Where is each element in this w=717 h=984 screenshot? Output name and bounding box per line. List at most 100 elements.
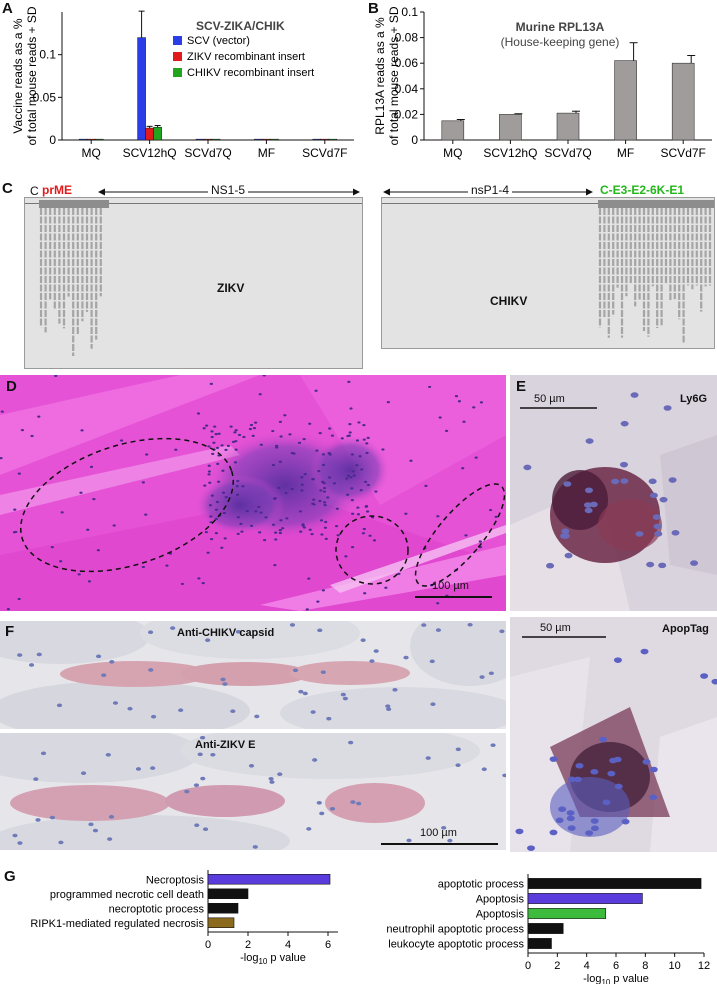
nucleus [273, 496, 277, 500]
nucleus [316, 600, 320, 603]
nucleus [215, 500, 220, 504]
nucleus [424, 484, 428, 488]
nucleus [279, 519, 283, 522]
bar [207, 888, 249, 899]
ly6g-title: Ly6G [680, 393, 708, 405]
he-micrograph: D 100 µm [0, 375, 506, 611]
nucleus [79, 491, 83, 494]
nucleus [567, 776, 576, 783]
nucleus [373, 649, 379, 653]
nucleus [317, 628, 323, 633]
zikv-e-title: Anti-ZIKV E [195, 739, 256, 751]
nucleus [330, 434, 335, 437]
bar [195, 138, 205, 141]
nucleus [101, 673, 107, 678]
nucleus [205, 424, 209, 427]
nucleus [87, 580, 92, 583]
nucleus [50, 545, 54, 549]
nucleus [197, 577, 201, 580]
bar [527, 893, 643, 904]
nucleus [0, 457, 3, 460]
nucleus [201, 581, 205, 585]
nucleus [329, 806, 336, 811]
nucleus [17, 597, 21, 601]
f-scale-label: 100 µm [420, 827, 457, 839]
y-axis-label-line: of total mouse reads + SD [387, 6, 401, 145]
nucleus [302, 438, 306, 441]
nucleus [653, 523, 662, 530]
nucleus [355, 439, 360, 442]
x-tick-label: 10 [669, 960, 681, 972]
nucleus [236, 516, 240, 519]
x-axis-label-part: p value [610, 973, 649, 984]
nucleus [80, 771, 87, 776]
nucleus [89, 465, 94, 469]
ns-region-label: NS1-5 [208, 183, 249, 197]
nucleus [277, 772, 283, 776]
nucleus [312, 498, 316, 501]
nucleus [494, 515, 498, 518]
nucleus [441, 825, 447, 830]
y-axis-label-line: RPL13A reads as a % [373, 17, 387, 135]
nucleus [300, 483, 304, 486]
nucleus [310, 710, 316, 714]
nucleus [210, 752, 216, 757]
nucleus [37, 415, 41, 418]
nucleus [365, 451, 369, 455]
nucleus [499, 629, 505, 634]
nucleus [599, 736, 608, 743]
nucleus [95, 654, 102, 659]
nucleus [197, 752, 203, 757]
nucleus [224, 448, 228, 452]
y-tick-label: 0.1 [39, 48, 56, 62]
nucleus [386, 400, 390, 404]
nucleus [292, 668, 299, 673]
nucleus [620, 478, 629, 484]
nucleus [288, 433, 292, 436]
nucleus [141, 481, 145, 484]
bar [207, 874, 331, 885]
nucleus [316, 801, 322, 805]
nucleus [359, 488, 363, 492]
y-axis-label-line: of total mouse reads + SD [25, 6, 39, 145]
nucleus [214, 517, 218, 520]
nucleus [217, 432, 221, 435]
nucleus [277, 486, 281, 489]
nucleus [54, 375, 58, 378]
nucleus [290, 451, 294, 455]
nucleus [340, 437, 344, 440]
nucleus [289, 623, 296, 627]
bar [207, 917, 235, 928]
nucleus [150, 714, 157, 719]
nucleus [429, 659, 435, 664]
nucleus [502, 773, 506, 778]
nucleus [259, 511, 263, 514]
nucleus [207, 473, 211, 476]
nucleus [208, 481, 212, 484]
nucleus [216, 462, 220, 465]
nucleus [428, 385, 432, 389]
nucleus [254, 421, 258, 424]
category-label: necroptotic process [109, 903, 205, 915]
nucleus [269, 780, 275, 784]
chikv-label: CHIKV [490, 294, 528, 308]
nucleus [364, 505, 368, 508]
nucleus [299, 530, 303, 533]
nucleus [262, 539, 267, 542]
nucleus [464, 534, 468, 537]
nucleus [259, 443, 263, 446]
nucleus [602, 799, 611, 806]
ly6g-tissue-art [510, 375, 717, 611]
legend-swatch [173, 36, 182, 45]
nucleus [273, 564, 277, 567]
nucleus [327, 476, 332, 479]
nucleus [421, 623, 427, 627]
y-axis-label: Vaccine reads as a %of total mouse reads… [11, 6, 39, 145]
nucleus [328, 427, 332, 430]
nucleus [564, 552, 573, 559]
nucleus [349, 476, 353, 479]
nucleus [147, 630, 154, 635]
nucleus [96, 549, 100, 552]
nucleus [436, 515, 440, 518]
nucleus [659, 496, 668, 503]
